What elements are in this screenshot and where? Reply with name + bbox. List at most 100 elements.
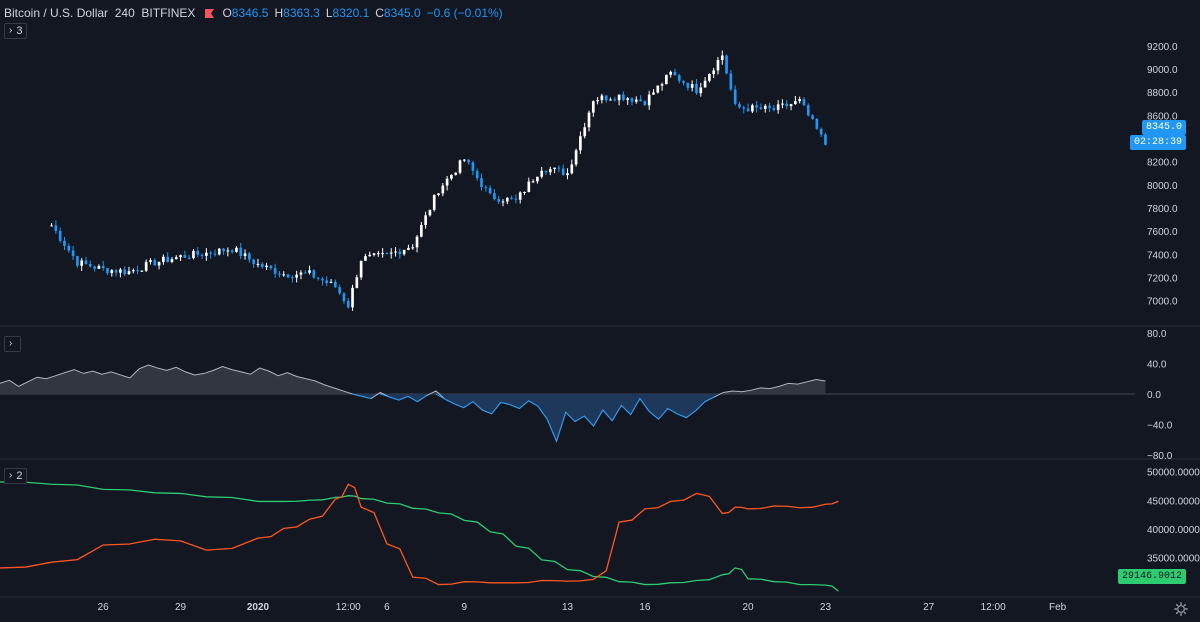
candle-body bbox=[312, 270, 316, 278]
candle-body bbox=[639, 99, 642, 102]
candle-body bbox=[217, 248, 221, 255]
candle-body bbox=[510, 197, 513, 199]
candle-body bbox=[518, 192, 522, 200]
symbol-header[interactable]: Bitcoin / U.S. Dollar 240 BITFINEX O 834… bbox=[4, 5, 509, 21]
candle-body bbox=[144, 261, 148, 271]
candle-body bbox=[690, 84, 694, 88]
candle-body bbox=[660, 84, 664, 86]
open-value: 8346.5 bbox=[231, 6, 269, 20]
candle-body bbox=[385, 253, 389, 255]
candle-body bbox=[755, 105, 758, 108]
bottom-price-tick: 50000.0000 bbox=[1147, 468, 1200, 479]
time-tick-label: 20 bbox=[743, 602, 755, 613]
candle-body bbox=[634, 99, 638, 102]
candle-body bbox=[647, 94, 651, 106]
flag-icon[interactable] bbox=[205, 8, 215, 18]
candle-body bbox=[157, 261, 161, 266]
candle-body bbox=[153, 260, 157, 266]
candle-body bbox=[600, 95, 604, 101]
candle-body bbox=[243, 253, 247, 257]
candle-body bbox=[67, 245, 71, 251]
candle-body bbox=[170, 259, 174, 263]
candle-body bbox=[179, 255, 182, 258]
candle-body bbox=[136, 270, 139, 272]
candle-body bbox=[58, 231, 62, 241]
candle-body bbox=[407, 247, 410, 250]
settings-gear-icon[interactable] bbox=[1174, 602, 1188, 616]
low-label: L bbox=[325, 6, 333, 20]
time-tick-label: 27 bbox=[923, 602, 935, 613]
candle-body bbox=[114, 270, 118, 273]
symbol-name[interactable]: Bitcoin / U.S. Dollar bbox=[4, 6, 109, 20]
candle-body bbox=[514, 198, 518, 200]
oscillator-price-tick: 40.0 bbox=[1147, 360, 1167, 371]
candle-body bbox=[419, 224, 423, 237]
chevron-right-icon: › bbox=[9, 470, 13, 481]
candle-body bbox=[462, 159, 466, 161]
candle-body bbox=[501, 201, 505, 203]
bottom-price-tick: 45000.0000 bbox=[1147, 496, 1200, 507]
candle-body bbox=[222, 248, 225, 252]
oscillator-pane-toggle[interactable]: › bbox=[4, 336, 22, 352]
candle-body bbox=[432, 194, 436, 210]
candle-body bbox=[428, 209, 432, 216]
candle-body bbox=[811, 115, 814, 119]
candle-body bbox=[321, 278, 324, 281]
candle-body bbox=[802, 99, 806, 106]
candle-body bbox=[583, 127, 587, 137]
oscillator-price-tick: 80.0 bbox=[1147, 329, 1167, 340]
main-price-tick: 7400.0 bbox=[1147, 250, 1178, 261]
candle-body bbox=[93, 266, 96, 269]
candle-body bbox=[183, 255, 187, 258]
candle-body bbox=[493, 193, 496, 200]
candle-body bbox=[213, 253, 217, 255]
candle-body bbox=[248, 253, 251, 260]
candle-body bbox=[703, 80, 707, 88]
candle-body bbox=[652, 92, 655, 95]
candle-body bbox=[686, 82, 690, 88]
main-price-tick: 9200.0 bbox=[1147, 42, 1178, 53]
candle-body bbox=[824, 134, 827, 145]
candle-body bbox=[174, 257, 178, 260]
candle-body bbox=[166, 256, 170, 263]
candle-body bbox=[720, 55, 724, 61]
candle-body bbox=[544, 170, 548, 173]
time-tick-label: 12:00 bbox=[336, 602, 361, 613]
candle-body bbox=[334, 281, 337, 288]
time-axis[interactable]: 26 29 2020 12:00 6 9 13 16 20 23 27 12:00 Feb bbox=[98, 602, 1067, 613]
candle-body bbox=[230, 250, 234, 252]
candle-body bbox=[131, 270, 135, 272]
bottom-price-tick: 35000.0000 bbox=[1147, 554, 1200, 565]
candle-body bbox=[359, 260, 363, 278]
oscillator-series bbox=[0, 364, 1135, 443]
candle-body bbox=[682, 80, 685, 83]
candle-body bbox=[772, 107, 776, 110]
low-value: 8320.1 bbox=[332, 6, 370, 20]
candle-body bbox=[759, 107, 763, 109]
candle-body bbox=[50, 225, 53, 227]
candle-body bbox=[325, 280, 329, 283]
candle-body bbox=[402, 249, 406, 255]
candle-body bbox=[531, 181, 535, 183]
candle-body bbox=[781, 103, 784, 105]
candle-body bbox=[101, 265, 105, 269]
candle-body bbox=[106, 268, 109, 274]
candle-body bbox=[480, 178, 483, 188]
candle-body bbox=[815, 118, 819, 129]
candle-body bbox=[785, 103, 789, 107]
interval-label[interactable]: 240 bbox=[114, 6, 135, 20]
oscillator-negative-area bbox=[0, 394, 826, 442]
candle-body bbox=[235, 247, 238, 252]
candle-body bbox=[712, 70, 716, 75]
candle-body bbox=[316, 277, 320, 279]
candle-body bbox=[557, 167, 561, 169]
main-price-tick: 7200.0 bbox=[1147, 273, 1178, 284]
main-pane-toggle[interactable]: › 3 bbox=[4, 23, 28, 39]
main-price-tick: 7000.0 bbox=[1147, 297, 1178, 308]
high-label: H bbox=[274, 6, 284, 20]
time-tick-label: 13 bbox=[562, 602, 574, 613]
chevron-right-icon: › bbox=[9, 25, 13, 36]
bottom-pane-toggle[interactable]: › 2 bbox=[4, 468, 28, 484]
